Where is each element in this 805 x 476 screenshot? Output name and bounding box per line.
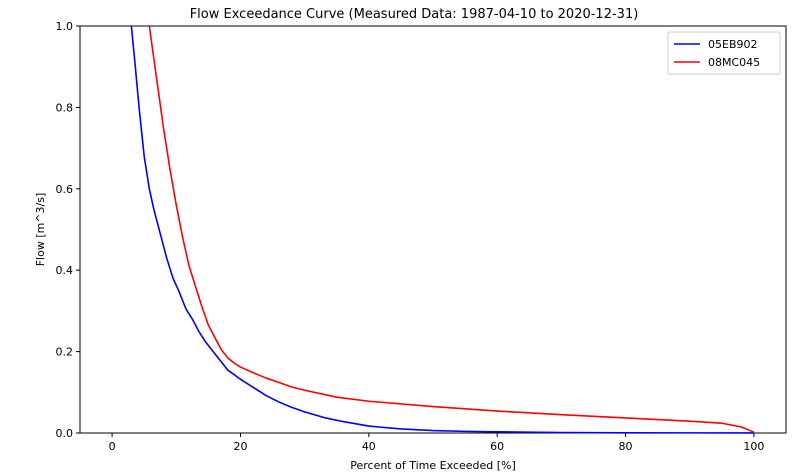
plot-area xyxy=(79,25,787,434)
x-axis-label: Percent of Time Exceeded [%] xyxy=(350,459,516,472)
x-tick-label: 40 xyxy=(362,440,376,453)
y-tick-label: 1.0 xyxy=(56,20,74,33)
y-axis-ticks: 0.0 0.2 0.4 0.6 0.8 1.0 xyxy=(56,20,80,440)
y-tick-label: 0.4 xyxy=(56,264,74,277)
series-line-08MC045 xyxy=(148,25,755,433)
x-tick-label: 0 xyxy=(109,440,116,453)
chart-title: Flow Exceedance Curve (Measured Data: 19… xyxy=(190,7,639,22)
legend-label: 08MC045 xyxy=(708,56,760,69)
x-axis-ticks: 0 20 40 60 80 100 xyxy=(109,433,764,453)
x-tick-label: 80 xyxy=(619,440,633,453)
series-lines xyxy=(130,25,755,434)
y-tick-label: 0.0 xyxy=(56,427,74,440)
x-tick-label: 60 xyxy=(490,440,504,453)
legend: 05EB902 08MC045 xyxy=(667,31,781,75)
legend-label: 05EB902 xyxy=(708,38,758,51)
x-tick-label: 100 xyxy=(743,440,764,453)
x-tick-label: 20 xyxy=(233,440,247,453)
y-tick-label: 0.8 xyxy=(56,101,74,114)
y-tick-label: 0.2 xyxy=(56,346,74,359)
y-axis-label: Flow [m^3/s] xyxy=(34,193,47,267)
y-tick-label: 0.6 xyxy=(56,183,74,196)
legend-box xyxy=(667,31,781,75)
series-line-05EB902 xyxy=(130,25,754,434)
